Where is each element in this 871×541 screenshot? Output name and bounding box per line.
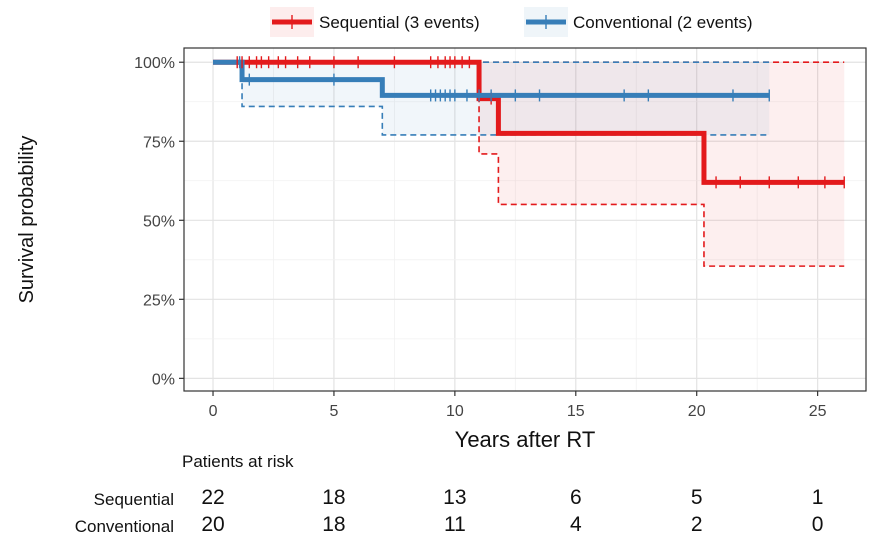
x-tick-label: 15 — [567, 403, 585, 420]
risk-table-title: Patients at risk — [182, 452, 294, 471]
survival-curve-0 — [213, 59, 845, 185]
y-axis: 0% 25% 50% 75% 100% — [134, 55, 184, 388]
ci-band-0 — [213, 62, 845, 267]
legend-label: Conventional (2 events) — [573, 13, 753, 32]
risk-cell: 1 — [811, 486, 824, 509]
risk-cell: 13 — [443, 486, 467, 509]
risk-cell: 20 — [201, 513, 225, 536]
risk-cell: 22 — [201, 486, 225, 509]
plot-panel-border — [183, 47, 867, 392]
risk-cell: 4 — [569, 513, 582, 536]
risk-cell: 0 — [811, 513, 824, 536]
confidence-bands — [213, 62, 845, 267]
risk-cell: 6 — [569, 486, 582, 509]
grid — [184, 48, 866, 391]
x-axis: 0 5 10 15 20 25 — [209, 391, 827, 420]
censor-marks — [236, 56, 845, 189]
risk-cell: 11 — [443, 513, 466, 536]
legend-label: Sequential (3 events) — [319, 13, 480, 32]
legend: Sequential (3 events) Conventional (2 eve… — [270, 7, 753, 37]
risk-cell: 2 — [690, 513, 703, 536]
x-tick-label: 10 — [446, 403, 464, 420]
y-tick-label: 0% — [152, 371, 175, 388]
y-axis-label: Survival probability — [16, 136, 38, 304]
y-tick-label: 50% — [143, 213, 175, 230]
x-tick-label: 20 — [688, 403, 706, 420]
y-tick-label: 25% — [143, 292, 175, 309]
x-tick-label: 0 — [209, 403, 218, 420]
risk-cell: 5 — [690, 486, 703, 509]
x-tick-label: 25 — [809, 403, 827, 420]
risk-row-label: Conventional — [74, 517, 174, 536]
x-tick-label: 5 — [329, 403, 338, 420]
risk-cell: 18 — [322, 486, 346, 509]
risk-cell: 18 — [322, 513, 346, 536]
x-axis-label: Years after RT — [455, 427, 596, 452]
risk-row-label: Sequential — [93, 490, 174, 509]
y-tick-label: 75% — [143, 134, 175, 151]
y-tick-label: 100% — [134, 55, 175, 72]
